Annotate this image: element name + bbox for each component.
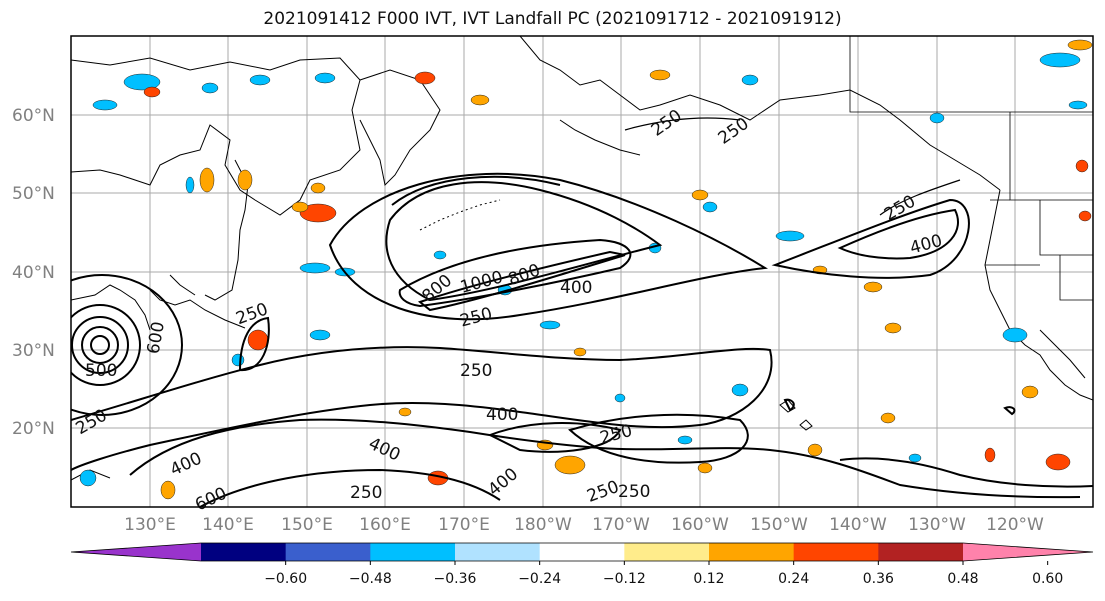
colorbar-segment <box>709 543 795 561</box>
colorbar-segment <box>285 543 371 561</box>
lon-label: 150°W <box>750 515 808 535</box>
lat-label: 60°N <box>12 106 55 126</box>
contour-label: 250 <box>350 483 382 503</box>
map-frame <box>70 35 1094 508</box>
colorbar-segment <box>539 543 625 561</box>
lon-label: 140°W <box>829 515 887 535</box>
lat-label: 30°N <box>12 341 55 361</box>
colorbar-segment <box>455 543 541 561</box>
colorbar-tick-label: −0.48 <box>349 571 392 587</box>
lat-label: 50°N <box>12 184 55 204</box>
contour-label: 500 <box>85 361 117 381</box>
colorbar-tick-label: 0.24 <box>778 571 809 587</box>
colorbar-tick-label: 0.12 <box>693 571 724 587</box>
lon-label: 140°E <box>202 515 254 535</box>
colorbar-tick-label: 0.48 <box>947 571 978 587</box>
lon-label: 120°W <box>986 515 1044 535</box>
colorbar-segment <box>370 543 456 561</box>
colorbar-segment <box>624 543 710 561</box>
colorbar-extend-low <box>71 543 201 561</box>
ivt-contours-thin <box>624 117 961 216</box>
lat-labels: 60°N 50°N 40°N 30°N 20°N <box>12 106 55 439</box>
lon-label: 160°E <box>359 515 411 535</box>
anomaly-shading <box>79 39 1093 500</box>
gridlines <box>71 36 1093 507</box>
contour-label: 250 <box>460 361 492 381</box>
colorbar <box>70 542 1094 565</box>
lon-label: 150°E <box>281 515 333 535</box>
lon-label: 130°E <box>124 515 176 535</box>
lon-label: 130°W <box>908 515 966 535</box>
colorbar-extend-high <box>963 543 1093 561</box>
lon-label: 180°W <box>514 515 572 535</box>
colorbar-tick-label: 0.60 <box>1032 571 1063 587</box>
lon-label: 160°W <box>671 515 729 535</box>
colorbar-tick-label: −0.12 <box>603 571 646 587</box>
lon-label: 170°W <box>592 515 650 535</box>
contour-label: 400 <box>560 278 592 298</box>
colorbar-tick-label: −0.24 <box>518 571 561 587</box>
colorbar-outline <box>70 542 1094 562</box>
lon-label: 170°E <box>438 515 490 535</box>
ivt-contours <box>71 172 1093 507</box>
political-borders <box>849 36 1093 301</box>
colorbar-segment <box>793 543 879 561</box>
lat-label: 40°N <box>12 263 55 283</box>
colorbar-segment <box>878 543 964 561</box>
colorbar-tick-labels: −0.60 −0.48 −0.36 −0.24 −0.12 0.12 0.24 0.36 0.4… <box>264 571 1063 587</box>
colorbar-tick-label: 0.36 <box>863 571 894 587</box>
map-title: 2021091412 F000 IVT, IVT Landfall PC (20… <box>263 9 842 29</box>
colorbar-segment <box>201 543 287 561</box>
colorbar-tick-label: −0.60 <box>264 571 307 587</box>
lon-labels: 130°E 140°E 150°E 160°E 170°E 180°W 170°… <box>124 515 1044 535</box>
colorbar-tick-label: −0.36 <box>434 571 477 587</box>
contour-label: 400 <box>486 405 518 425</box>
contour-label: 250 <box>618 482 650 502</box>
lat-label: 20°N <box>12 419 55 439</box>
